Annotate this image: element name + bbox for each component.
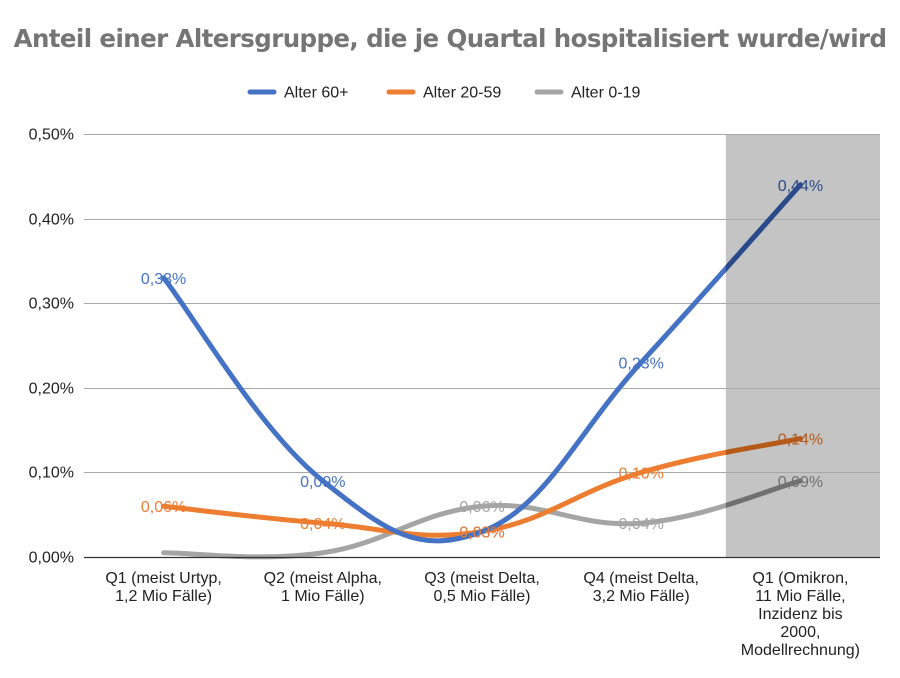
data-label: 0,06% [459, 499, 504, 516]
data-label: 0,10% [619, 465, 664, 482]
data-label: 0,04% [300, 516, 345, 533]
data-label: 0,33% [141, 271, 186, 288]
y-tick-label: 0,40% [29, 212, 74, 229]
x-tick-label: Q4 (meist Delta, 3,2 Mio Fälle) [583, 570, 699, 605]
y-tick-label: 0,20% [29, 381, 74, 398]
legend-label: Alter 60+ [284, 85, 348, 102]
data-label: 0,44% [778, 178, 823, 195]
y-tick-label: 0,10% [29, 465, 74, 482]
data-label: 0,04% [619, 516, 664, 533]
series-layer [161, 182, 803, 560]
series-line [161, 436, 803, 538]
series-line-highlighted [725, 436, 803, 455]
data-label: 0,03% [459, 525, 504, 542]
x-tick-label: Q1 (meist Urtyp, 1,2 Mio Fälle) [105, 570, 221, 605]
series-line-highlighted [725, 182, 803, 273]
legend: Alter 60+ Alter 20-59 Alter 0-19 [247, 85, 640, 102]
chart-title: Anteil einer Altersgruppe, die je Quarta… [13, 24, 887, 53]
x-tick-label: Q3 (meist Delta, 0,5 Mio Fälle) [424, 570, 540, 605]
x-tick-label: Q1 (Omikron, 11 Mio Fälle, Inzidenz bis 200… [741, 570, 860, 659]
data-label: 0,06% [141, 499, 186, 516]
y-tick-label: 0,50% [29, 127, 74, 144]
data-label: 0,14% [778, 432, 823, 449]
data-label: 0,09% [778, 474, 823, 491]
highlight-band [725, 135, 880, 557]
data-label: 0,03% [459, 525, 504, 542]
legend-label: Alter 0-19 [571, 85, 640, 102]
data-label: 0,23% [619, 355, 664, 372]
y-tick-label: 0,30% [29, 296, 74, 313]
y-tick-label: 0,00% [29, 550, 74, 567]
x-tick-label: Q2 (meist Alpha, 1 Mio Fälle) [264, 570, 382, 605]
background-layer [725, 135, 880, 557]
grid-layer [84, 134, 880, 473]
series-line [161, 182, 803, 544]
series-line [161, 478, 803, 560]
data-label: 0,09% [300, 474, 345, 491]
data-label-layer: 0,33%0,09%0,03%0,23%0,44%0,06%0,04% 0,03%… [141, 178, 823, 542]
axis-layer: 0,00% 0,10% 0,20% 0,30% 0,40% 0,50% Q1 (meist … [29, 127, 880, 659]
legend-label: Alter 20-59 [423, 85, 501, 102]
